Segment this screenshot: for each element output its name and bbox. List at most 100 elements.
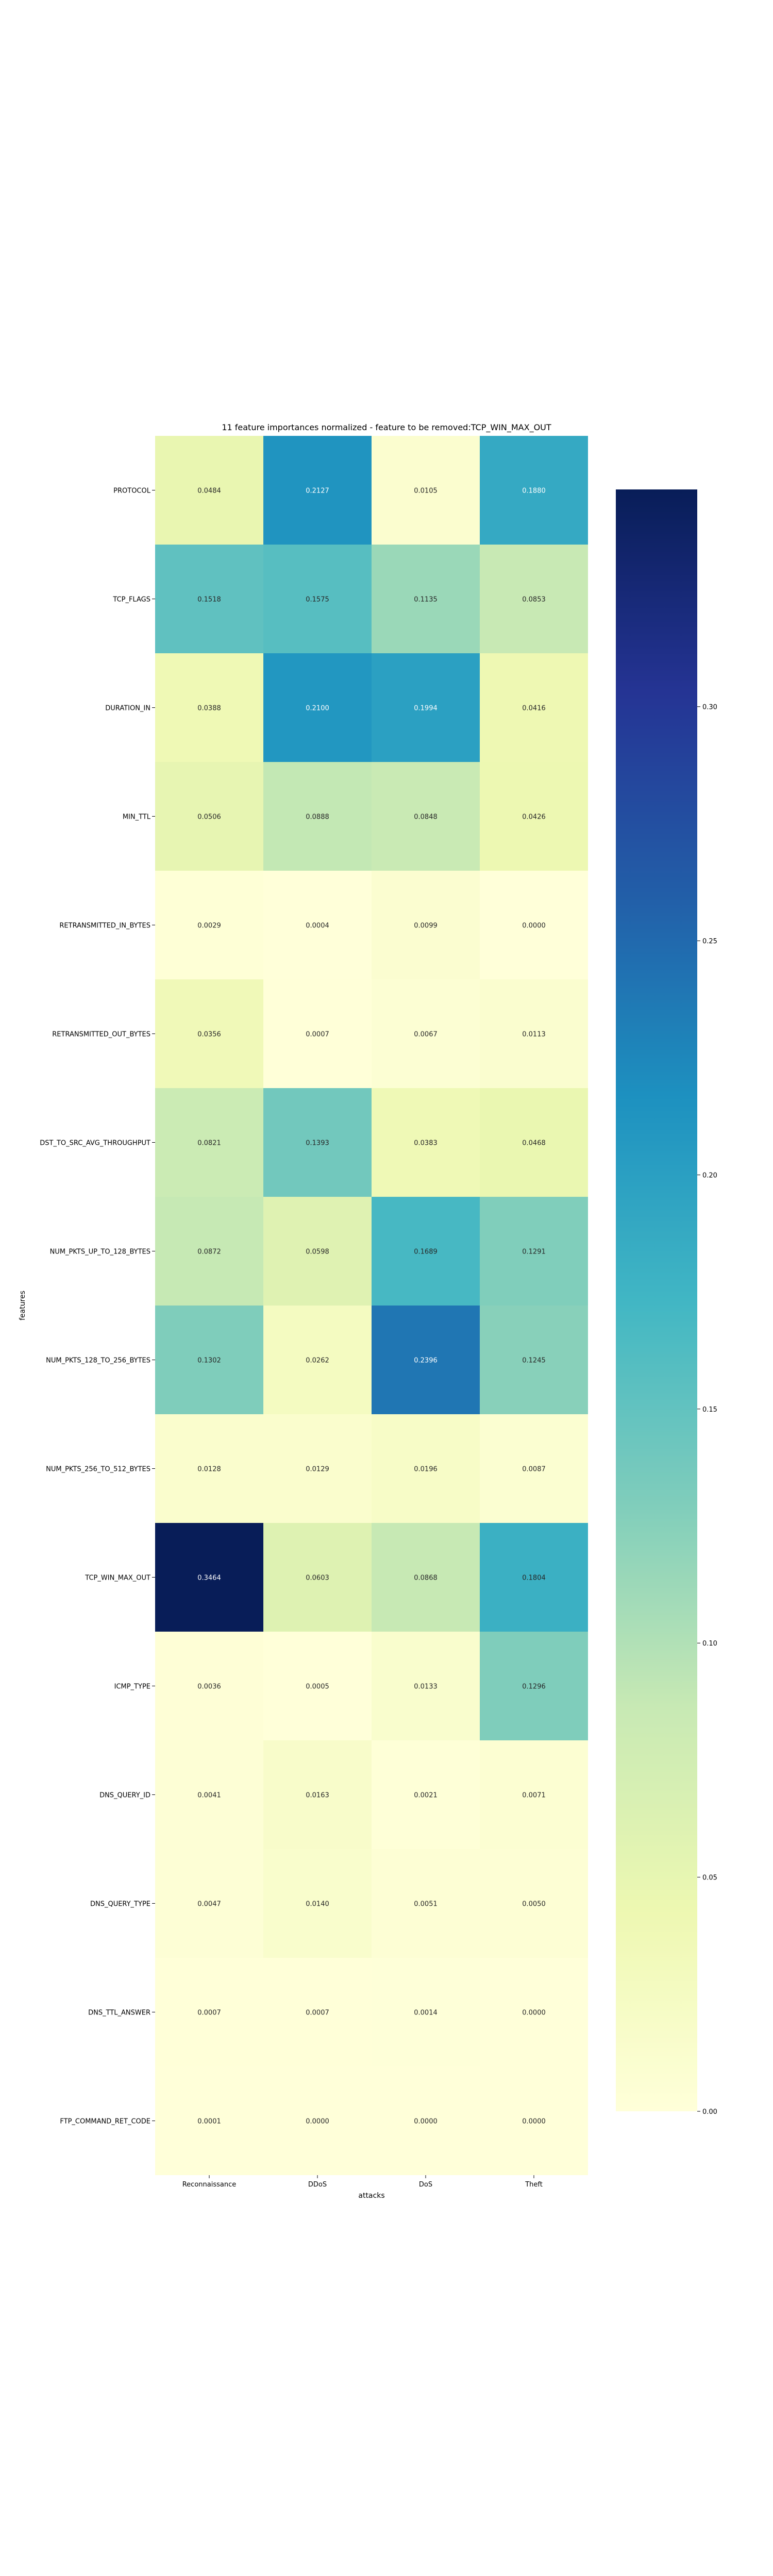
heatmap-cell [263,653,372,762]
heatmap-cell [263,1632,372,1740]
heatmap-cell [263,871,372,979]
heatmap-cell [155,1306,263,1414]
chart-title: 11 feature importances normalized - feat… [222,422,551,433]
colorbar-tick-label: 0.30 [702,704,717,711]
cell-value-label: 0.0041 [197,1792,221,1800]
heatmap-cell [155,1849,263,1958]
cell-value-label: 0.0484 [197,487,221,495]
cell-value-label: 0.0099 [414,922,438,930]
heatmap-cell [480,653,588,762]
cell-value-label: 0.0000 [522,2118,546,2126]
x-axis-label: attacks [358,2192,384,2200]
y-tick-label: DNS_QUERY_ID [99,1792,150,1800]
cell-value-label: 0.1689 [414,1248,438,1256]
cell-value-label: 0.0383 [414,1140,438,1147]
heatmap-cell [372,545,480,653]
colorbar: 0.00 0.05 0.10 0.15 0.20 0.25 0.30 [616,489,717,2116]
heatmap-cell [372,436,480,545]
cell-value-label: 0.1994 [414,705,438,713]
heatmap-cell [155,436,263,545]
heatmap-cell [480,1849,588,1958]
cell-value-label: 0.1393 [306,1140,329,1147]
heatmap-cell [155,545,263,653]
cell-value-label: 0.0067 [414,1031,438,1039]
cell-value-label: 0.0087 [522,1466,546,1473]
y-tick-label: NUM_PKTS_256_TO_512_BYTES [46,1466,150,1473]
heatmap-cell [155,762,263,871]
x-tick-label: Theft [525,2181,543,2189]
heatmap-cell [372,871,480,979]
cell-value-label: 0.0004 [306,922,329,930]
cell-value-label: 0.0113 [522,1031,546,1039]
heatmap-cell [263,1958,372,2066]
colorbar-tick-label: 0.25 [702,938,717,945]
cell-value-label: 0.0000 [414,2118,438,2126]
cell-value-label: 0.0416 [522,705,546,713]
heatmap-cell [480,436,588,545]
y-tick-label: TCP_FLAGS [112,596,150,604]
heatmap-cell [480,1414,588,1523]
cell-value-label: 0.1302 [197,1357,221,1365]
cell-value-label: 0.0007 [306,2009,329,2017]
heatmap-cell [480,545,588,653]
cell-value-label: 0.0071 [522,1792,546,1800]
cell-value-label: 0.0128 [197,1466,221,1473]
colorbar-tick-label: 0.05 [702,1874,717,1882]
cell-value-label: 0.0007 [306,1031,329,1039]
cell-value-label: 0.1135 [414,596,438,604]
heatmap-cell [372,1306,480,1414]
cell-value-label: 0.2100 [306,705,329,713]
cell-value-label: 0.0888 [306,814,329,821]
heatmap-cell [263,1523,372,1632]
heatmap-cell [263,1740,372,1849]
cell-value-label: 0.0029 [197,922,221,930]
x-tick-label: Reconnaissance [182,2181,237,2189]
cell-value-label: 0.0872 [197,1248,221,1256]
cell-value-label: 0.0853 [522,596,546,604]
cell-value-label: 0.0140 [306,1901,329,1908]
cell-value-label: 0.0000 [306,2118,329,2126]
y-axis-label: features [19,1291,27,1320]
heatmap-cell [263,545,372,653]
heatmap-cell [372,1740,480,1849]
heatmap-cell [155,871,263,979]
cell-value-label: 0.0356 [197,1031,221,1039]
cell-value-label: 0.0001 [197,2118,221,2126]
heatmap-cell [372,762,480,871]
heatmap-cell [155,1632,263,1740]
y-tick-label: TCP_WIN_MAX_OUT [85,1574,150,1582]
cell-value-label: 0.0196 [414,1466,438,1473]
y-tick-label: NUM_PKTS_128_TO_256_BYTES [46,1357,150,1365]
cell-value-label: 0.0868 [414,1574,438,1582]
heatmap-cell [480,979,588,1088]
heatmap-cell [480,1088,588,1197]
cell-value-label: 0.0262 [306,1357,329,1365]
x-axis: Reconnaissance DDoS DoS Theft [182,2175,543,2189]
cell-value-label: 0.2396 [414,1357,438,1365]
heatmap-cell [263,436,372,545]
heatmap-cell [263,1197,372,1306]
heatmap-cells: 0.0484 0.2127 0.0105 0.1880 0.1518 0.1575 0.11… [155,436,588,2175]
x-tick-label: DDoS [308,2181,327,2189]
heatmap-cell [372,979,480,1088]
cell-value-label: 0.0129 [306,1466,329,1473]
cell-value-label: 0.0050 [522,1901,546,1908]
heatmap-cell [372,1958,480,2066]
y-tick-label: NUM_PKTS_UP_TO_128_BYTES [50,1248,150,1256]
heatmap-cell [263,1849,372,1958]
y-tick-label: MIN_TTL [123,814,151,821]
heatmap-cell [372,1632,480,1740]
heatmap-cell [155,1197,263,1306]
cell-value-label: 0.0047 [197,1901,221,1908]
heatmap-cell [372,1088,480,1197]
cell-value-label: 0.1245 [522,1357,546,1365]
cell-value-label: 0.0005 [306,1683,329,1691]
colorbar-tick-label: 0.10 [702,1640,717,1648]
y-tick-label: RETRANSMITTED_IN_BYTES [59,922,150,930]
heatmap-cell [372,1849,480,1958]
cell-value-label: 0.1804 [522,1574,546,1582]
heatmap-cell [155,1523,263,1632]
heatmap-cell [480,2066,588,2175]
cell-value-label: 0.3464 [197,1574,221,1582]
